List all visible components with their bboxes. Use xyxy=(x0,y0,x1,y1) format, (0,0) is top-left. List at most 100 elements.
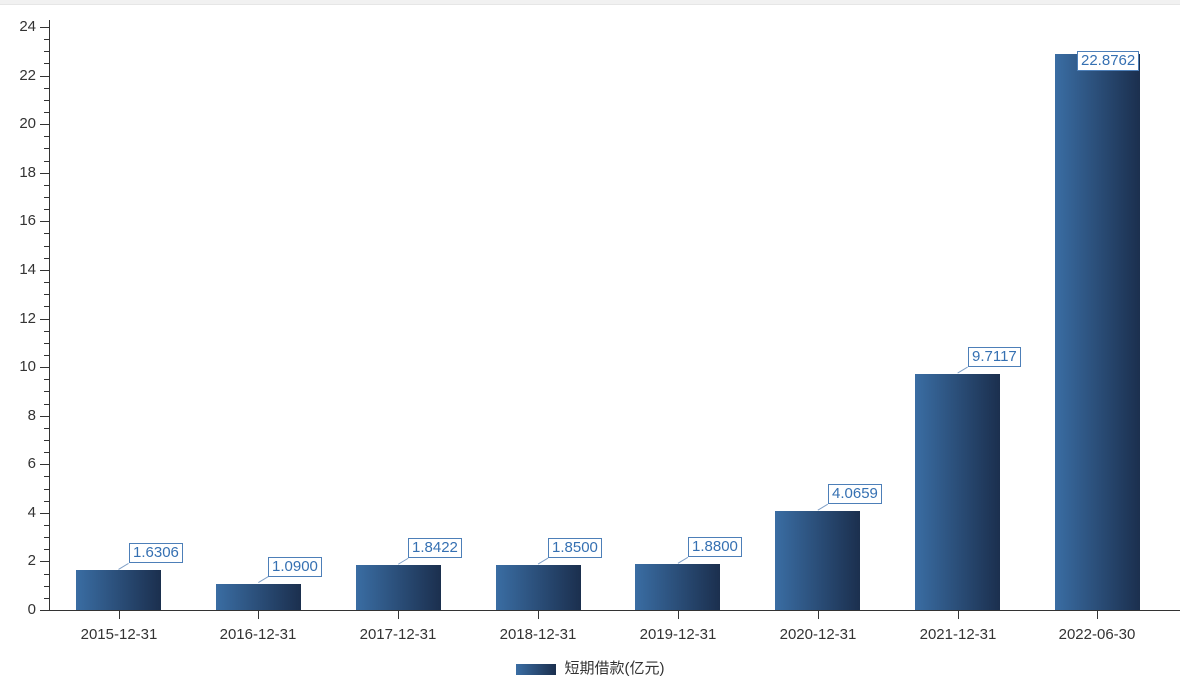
y-major-tick xyxy=(40,416,49,417)
value-label-2022-06-30: 22.8762 xyxy=(1077,51,1140,71)
y-tick-label: 6 xyxy=(27,455,36,472)
x-tick-label-2019-12-31: 2019-12-31 xyxy=(639,626,717,643)
legend-swatch xyxy=(515,663,556,675)
x-tick-label-2016-12-31: 2016-12-31 xyxy=(219,626,297,643)
y-tick-label: 12 xyxy=(19,310,36,327)
y-minor-tick xyxy=(44,525,49,526)
y-major-tick xyxy=(40,464,49,465)
leader-line xyxy=(258,576,269,583)
x-tick xyxy=(1097,611,1098,619)
y-minor-tick xyxy=(44,233,49,234)
bar-2019-12-31[interactable] xyxy=(635,564,720,610)
value-label-2017-12-31: 1.8422 xyxy=(408,538,462,558)
x-tick-label-2022-06-30: 2022-06-30 xyxy=(1058,626,1136,643)
y-minor-tick xyxy=(44,343,49,344)
y-minor-tick xyxy=(44,489,49,490)
y-minor-tick xyxy=(44,136,49,137)
y-tick-label: 8 xyxy=(27,407,36,424)
y-major-tick xyxy=(40,270,49,271)
x-tick xyxy=(678,611,679,619)
y-minor-tick xyxy=(44,574,49,575)
value-label-2020-12-31: 4.0659 xyxy=(828,484,882,504)
y-minor-tick xyxy=(44,404,49,405)
y-minor-tick xyxy=(44,209,49,210)
x-tick-label-2020-12-31: 2020-12-31 xyxy=(779,626,857,643)
leader-line xyxy=(118,562,129,570)
bar-2017-12-31[interactable] xyxy=(356,565,441,610)
y-minor-tick xyxy=(44,258,49,259)
legend-label: 短期借款(亿元) xyxy=(564,660,665,677)
y-major-tick xyxy=(40,513,49,514)
x-tick xyxy=(958,611,959,619)
top-strip xyxy=(0,0,1180,5)
y-minor-tick xyxy=(44,549,49,550)
y-minor-tick xyxy=(44,100,49,101)
y-minor-tick xyxy=(44,51,49,52)
y-minor-tick xyxy=(44,501,49,502)
y-major-tick xyxy=(40,124,49,125)
y-minor-tick xyxy=(44,598,49,599)
x-tick xyxy=(398,611,399,619)
bar-2021-12-31[interactable] xyxy=(915,374,1000,610)
y-tick-label: 24 xyxy=(19,18,36,35)
y-minor-tick xyxy=(44,379,49,380)
y-tick-label: 2 xyxy=(27,552,36,569)
y-minor-tick xyxy=(44,391,49,392)
bar-2016-12-31[interactable] xyxy=(216,584,301,610)
value-label-2018-12-31: 1.8500 xyxy=(548,538,602,558)
y-major-tick xyxy=(40,561,49,562)
y-minor-tick xyxy=(44,88,49,89)
x-tick-label-2018-12-31: 2018-12-31 xyxy=(499,626,577,643)
y-minor-tick xyxy=(44,452,49,453)
y-minor-tick xyxy=(44,537,49,538)
x-tick xyxy=(258,611,259,619)
x-tick-label-2017-12-31: 2017-12-31 xyxy=(359,626,437,643)
y-tick-label: 18 xyxy=(19,164,36,181)
x-tick-label-2015-12-31: 2015-12-31 xyxy=(80,626,158,643)
leader-line xyxy=(677,556,689,564)
y-tick-label: 16 xyxy=(19,212,36,229)
legend-item-short-term-borrowings[interactable]: 短期借款(亿元) xyxy=(0,659,1180,679)
y-tick-label: 10 xyxy=(19,358,36,375)
y-major-tick xyxy=(40,173,49,174)
y-minor-tick xyxy=(44,246,49,247)
x-tick xyxy=(538,611,539,619)
bar-2015-12-31[interactable] xyxy=(76,570,161,610)
y-minor-tick xyxy=(44,476,49,477)
y-minor-tick xyxy=(44,282,49,283)
y-minor-tick xyxy=(44,355,49,356)
value-label-2016-12-31: 1.0900 xyxy=(268,557,322,577)
y-tick-label: 20 xyxy=(19,115,36,132)
value-label-2021-12-31: 9.7117 xyxy=(968,347,1021,367)
y-tick-label: 4 xyxy=(27,504,36,521)
y-minor-tick xyxy=(44,185,49,186)
leader-line xyxy=(957,366,968,374)
x-axis-line xyxy=(40,610,1180,611)
x-tick xyxy=(818,611,819,619)
y-minor-tick xyxy=(44,112,49,113)
y-minor-tick xyxy=(44,39,49,40)
x-tick-label-2021-12-31: 2021-12-31 xyxy=(919,626,997,643)
y-minor-tick xyxy=(44,331,49,332)
leader-line xyxy=(817,503,829,511)
bar-2020-12-31[interactable] xyxy=(775,511,860,610)
y-minor-tick xyxy=(44,197,49,198)
y-major-tick xyxy=(40,27,49,28)
value-label-2015-12-31: 1.6306 xyxy=(129,543,183,563)
y-major-tick xyxy=(40,319,49,320)
y-major-tick xyxy=(40,221,49,222)
bar-2022-06-30[interactable] xyxy=(1055,54,1140,610)
leader-line xyxy=(397,557,409,565)
y-major-tick xyxy=(40,367,49,368)
bar-2018-12-31[interactable] xyxy=(496,565,581,610)
leader-line xyxy=(537,557,549,565)
y-minor-tick xyxy=(44,294,49,295)
y-minor-tick xyxy=(44,306,49,307)
y-minor-tick xyxy=(44,63,49,64)
y-major-tick xyxy=(40,610,49,611)
y-minor-tick xyxy=(44,148,49,149)
y-minor-tick xyxy=(44,586,49,587)
